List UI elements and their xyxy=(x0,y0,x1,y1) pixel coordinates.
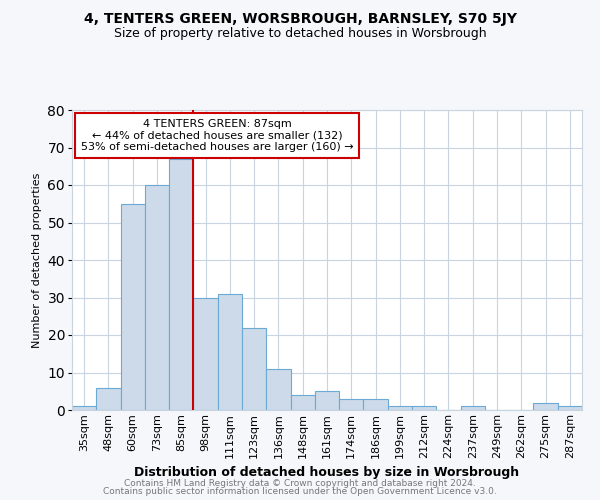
Bar xyxy=(533,402,558,410)
Bar xyxy=(169,159,193,410)
Bar xyxy=(558,406,582,410)
Bar xyxy=(290,395,315,410)
Y-axis label: Number of detached properties: Number of detached properties xyxy=(32,172,42,348)
Text: 4, TENTERS GREEN, WORSBROUGH, BARNSLEY, S70 5JY: 4, TENTERS GREEN, WORSBROUGH, BARNSLEY, … xyxy=(83,12,517,26)
Bar xyxy=(218,294,242,410)
Bar xyxy=(364,399,388,410)
Bar xyxy=(388,406,412,410)
Text: Size of property relative to detached houses in Worsbrough: Size of property relative to detached ho… xyxy=(113,28,487,40)
Text: Contains HM Land Registry data © Crown copyright and database right 2024.: Contains HM Land Registry data © Crown c… xyxy=(124,478,476,488)
Bar xyxy=(145,185,169,410)
Bar xyxy=(315,391,339,410)
Text: Contains public sector information licensed under the Open Government Licence v3: Contains public sector information licen… xyxy=(103,487,497,496)
Bar xyxy=(72,406,96,410)
Bar xyxy=(193,298,218,410)
Bar xyxy=(121,204,145,410)
Bar xyxy=(461,406,485,410)
Bar xyxy=(412,406,436,410)
Bar xyxy=(96,388,121,410)
Bar xyxy=(242,328,266,410)
Bar xyxy=(266,369,290,410)
X-axis label: Distribution of detached houses by size in Worsbrough: Distribution of detached houses by size … xyxy=(134,466,520,479)
Text: 4 TENTERS GREEN: 87sqm
← 44% of detached houses are smaller (132)
53% of semi-de: 4 TENTERS GREEN: 87sqm ← 44% of detached… xyxy=(81,119,353,152)
Bar xyxy=(339,399,364,410)
